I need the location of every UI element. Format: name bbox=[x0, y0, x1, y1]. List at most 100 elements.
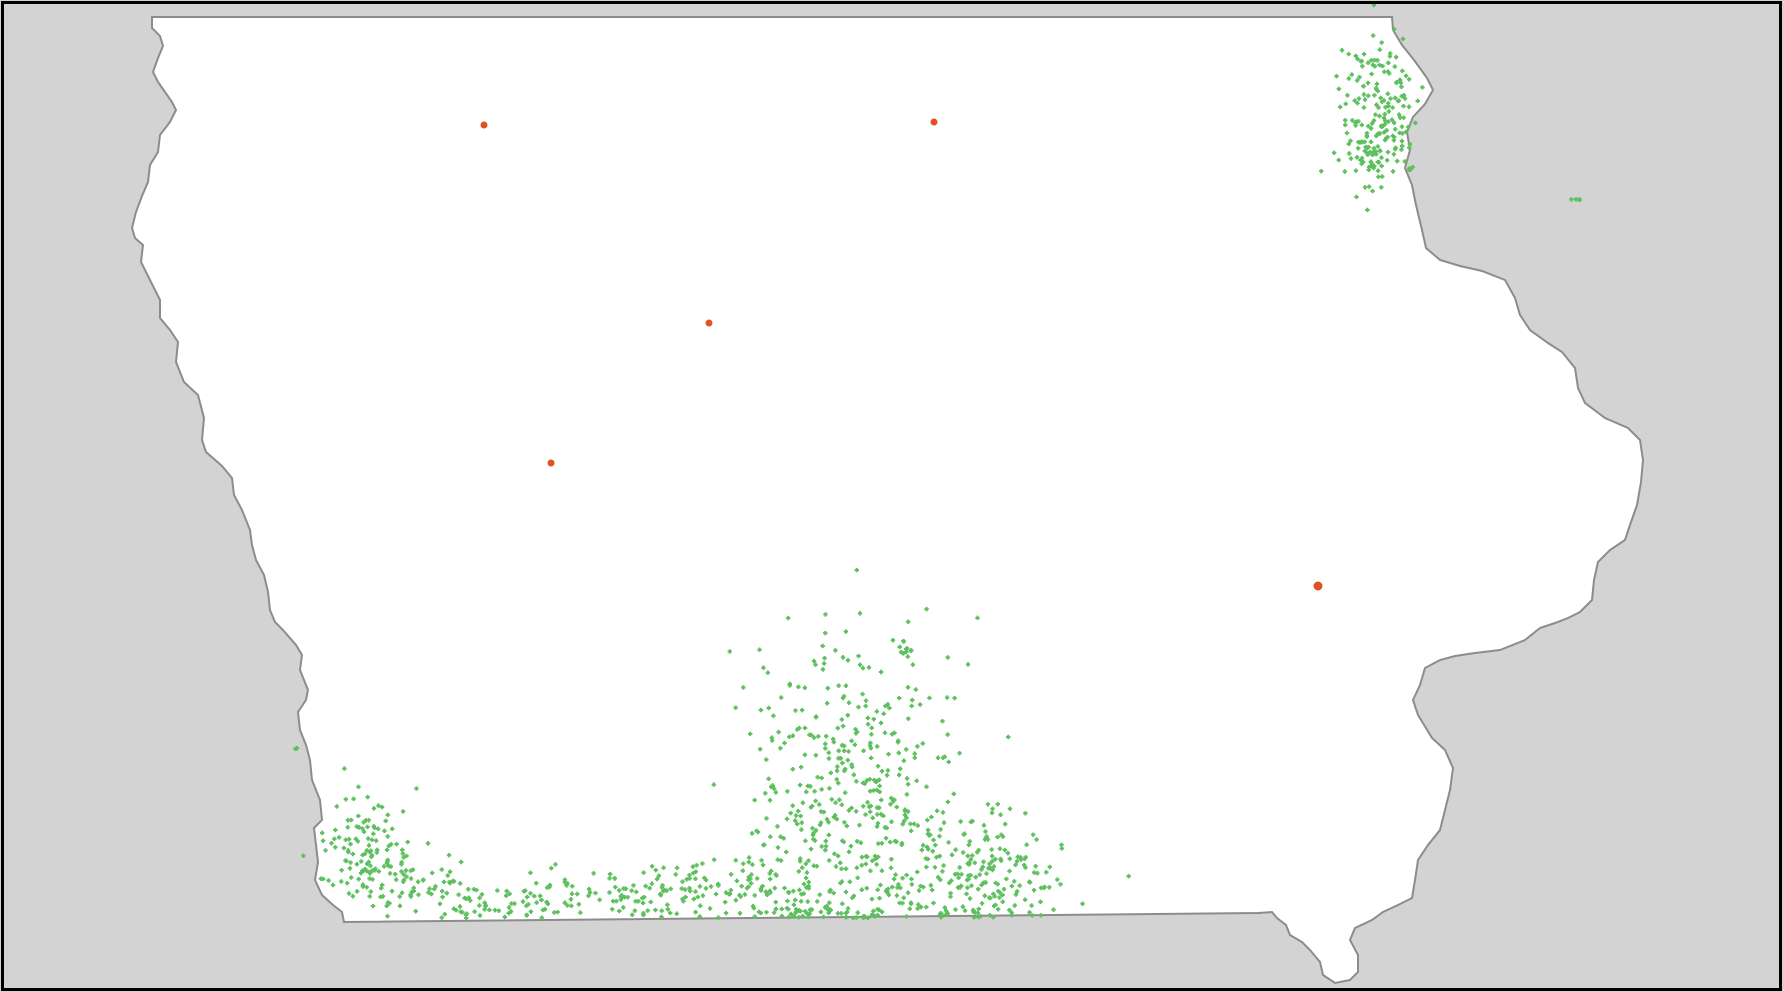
green-cross-marker bbox=[809, 907, 815, 912]
green-cross-marker bbox=[868, 868, 873, 874]
green-cross-marker bbox=[874, 862, 879, 867]
green-cross-marker bbox=[977, 872, 982, 877]
green-cross-marker bbox=[836, 748, 841, 753]
green-cross-marker bbox=[767, 798, 773, 803]
green-cross-marker bbox=[835, 725, 840, 731]
green-cross-marker bbox=[1353, 168, 1359, 173]
green-cross-marker bbox=[930, 887, 935, 893]
green-cross-marker bbox=[539, 915, 544, 920]
green-cross-marker bbox=[811, 735, 817, 740]
green-cross-marker bbox=[765, 670, 771, 675]
green-cross-marker bbox=[539, 897, 544, 903]
green-cross-marker bbox=[806, 858, 811, 863]
green-cross-marker bbox=[345, 825, 350, 830]
green-cross-marker bbox=[897, 644, 902, 650]
green-cross-marker bbox=[749, 831, 755, 836]
green-cross-marker bbox=[991, 864, 997, 869]
green-cross-marker bbox=[803, 838, 808, 844]
green-cross-marker bbox=[968, 857, 974, 862]
green-cross-marker bbox=[884, 889, 889, 894]
green-cross-marker bbox=[885, 886, 891, 892]
green-cross-marker bbox=[640, 900, 646, 906]
green-cross-marker bbox=[348, 841, 353, 847]
green-cross-marker bbox=[925, 827, 931, 833]
green-cross-marker bbox=[368, 863, 373, 868]
green-cross-marker bbox=[364, 885, 369, 890]
green-cross-marker bbox=[1366, 124, 1371, 129]
green-cross-marker bbox=[917, 702, 923, 707]
green-cross-marker bbox=[1360, 64, 1365, 69]
green-cross-marker bbox=[433, 884, 438, 889]
green-cross-marker bbox=[839, 911, 844, 916]
green-cross-marker bbox=[681, 899, 686, 904]
green-cross-marker bbox=[823, 630, 828, 636]
green-cross-marker bbox=[965, 853, 971, 859]
green-cross-marker bbox=[993, 902, 998, 908]
green-cross-marker bbox=[323, 848, 328, 853]
green-cross-marker bbox=[946, 759, 951, 765]
green-cross-marker bbox=[990, 859, 995, 864]
green-cross-marker bbox=[1348, 138, 1353, 143]
green-cross-marker bbox=[882, 730, 888, 735]
green-cross-marker bbox=[1405, 124, 1411, 130]
green-cross-marker bbox=[1366, 93, 1371, 98]
green-cross-marker bbox=[362, 851, 368, 857]
green-cross-marker bbox=[439, 888, 445, 894]
green-cross-marker bbox=[839, 802, 845, 807]
green-cross-marker bbox=[767, 871, 772, 876]
green-cross-marker bbox=[1396, 112, 1402, 117]
green-cross-marker bbox=[857, 611, 863, 616]
green-cross-marker bbox=[945, 799, 951, 805]
green-cross-marker bbox=[865, 800, 870, 805]
green-cross-marker bbox=[1399, 124, 1405, 129]
green-cross-marker bbox=[819, 844, 824, 849]
green-cross-marker bbox=[998, 812, 1003, 817]
green-cross-marker bbox=[741, 685, 746, 690]
green-cross-marker bbox=[773, 906, 779, 912]
green-cross-marker bbox=[796, 869, 801, 874]
green-cross-marker bbox=[703, 886, 709, 891]
green-cross-marker bbox=[924, 784, 929, 789]
green-cross-marker bbox=[607, 876, 612, 881]
green-cross-marker bbox=[430, 870, 435, 876]
green-cross-marker bbox=[364, 848, 370, 853]
green-cross-marker bbox=[524, 903, 529, 908]
green-cross-marker bbox=[457, 904, 463, 909]
green-cross-marker bbox=[361, 829, 367, 834]
green-cross-marker bbox=[908, 828, 914, 834]
green-cross-marker bbox=[872, 914, 878, 919]
green-cross-marker bbox=[1403, 73, 1409, 78]
green-cross-marker bbox=[1348, 156, 1354, 161]
green-cross-marker bbox=[1407, 167, 1412, 172]
green-cross-marker bbox=[965, 885, 970, 890]
green-cross-marker bbox=[447, 869, 453, 874]
green-cross-marker bbox=[341, 845, 347, 851]
green-cross-marker bbox=[918, 904, 924, 910]
green-cross-marker bbox=[492, 907, 498, 913]
green-cross-marker bbox=[1379, 155, 1384, 160]
green-cross-marker bbox=[1369, 71, 1374, 77]
green-cross-marker bbox=[413, 909, 418, 914]
green-cross-marker bbox=[1383, 105, 1388, 110]
green-cross-marker bbox=[1024, 842, 1029, 847]
green-cross-marker bbox=[653, 867, 658, 873]
green-cross-marker bbox=[1018, 855, 1023, 860]
green-cross-marker bbox=[786, 615, 791, 621]
green-cross-marker bbox=[862, 914, 868, 919]
green-cross-marker bbox=[400, 851, 405, 856]
green-cross-marker bbox=[805, 899, 810, 904]
green-cross-marker bbox=[1375, 144, 1380, 149]
green-cross-marker bbox=[854, 839, 860, 844]
green-cross-marker bbox=[458, 881, 463, 886]
green-cross-marker bbox=[1002, 847, 1007, 853]
green-cross-marker bbox=[1379, 185, 1384, 190]
green-cross-marker bbox=[791, 913, 796, 919]
green-cross-marker bbox=[1381, 115, 1387, 121]
green-cross-marker bbox=[970, 818, 975, 824]
green-cross-marker bbox=[426, 890, 431, 895]
green-cross-marker bbox=[1007, 856, 1012, 861]
green-cross-marker bbox=[957, 865, 962, 870]
green-cross-marker bbox=[404, 874, 409, 879]
